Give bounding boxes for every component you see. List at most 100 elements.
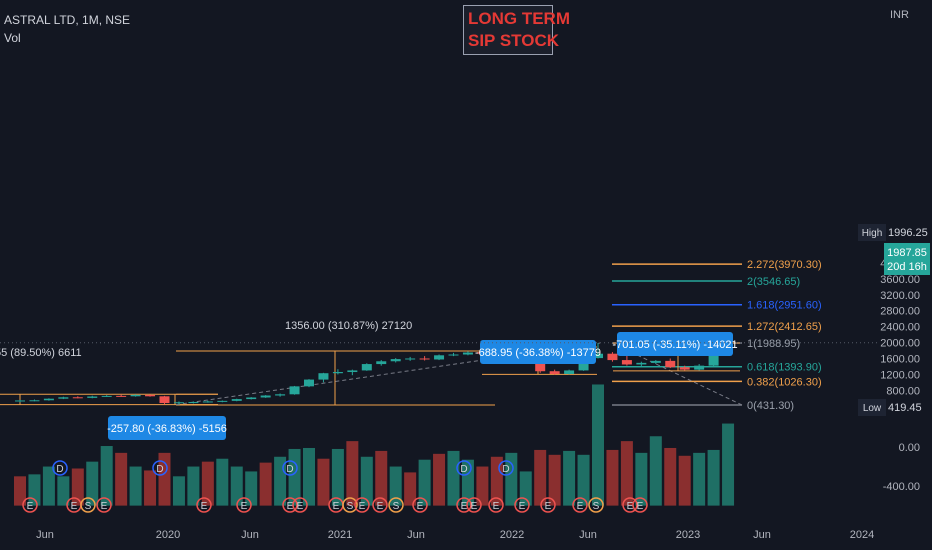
volume-bar	[259, 462, 272, 506]
volume-bar	[86, 461, 99, 506]
event-marker	[372, 497, 388, 513]
fib-level-label: 2(3546.65)	[747, 276, 800, 288]
event-marker-label: E	[201, 501, 208, 512]
fib-level-label: 2.272(3970.30)	[747, 259, 822, 271]
event-marker	[498, 460, 514, 476]
price-tick-label: 2000.00	[880, 338, 920, 350]
candle-body	[202, 401, 213, 403]
candle-body	[419, 358, 430, 360]
event-marker-label: E	[359, 501, 366, 512]
candle-body	[43, 398, 54, 401]
event-marker	[456, 460, 472, 476]
event-marker-label: S	[593, 501, 600, 512]
volume-bar	[635, 452, 648, 506]
time-tick-label: Jun	[407, 529, 425, 541]
volume-bar	[389, 466, 402, 506]
event-marker-label: D	[502, 464, 509, 475]
event-marker	[196, 497, 212, 513]
volume-bar	[71, 468, 84, 506]
event-marker	[342, 497, 358, 513]
volume-bar	[563, 450, 576, 506]
candle-body	[58, 397, 69, 399]
volume-bar	[722, 423, 735, 506]
volume-bar	[245, 471, 258, 506]
candle-body	[434, 355, 445, 360]
event-marker	[632, 497, 648, 513]
candle-body	[376, 361, 387, 365]
volume-bar	[303, 447, 315, 506]
candle-body	[318, 373, 329, 380]
time-tick-label: 2022	[500, 529, 524, 541]
measure-box	[108, 416, 226, 440]
event-marker	[388, 497, 404, 513]
measure-box-label: -688.95 (-36.38%) -13779	[475, 347, 601, 359]
event-marker-label: D	[156, 464, 163, 475]
event-marker-label: E	[333, 501, 340, 512]
candle-body	[217, 400, 228, 402]
volume-bar	[577, 454, 590, 506]
high-badge	[858, 224, 886, 241]
event-marker-label: E	[577, 501, 584, 512]
volume-bar	[129, 466, 142, 506]
event-marker	[354, 497, 370, 513]
fib-level-label: 1(1988.95)	[747, 338, 800, 350]
fib-level-label: 0.382(1026.30)	[747, 376, 822, 388]
event-marker-label: E	[471, 501, 478, 512]
event-marker	[488, 497, 504, 513]
candle-body	[578, 358, 589, 371]
candle-body	[332, 372, 343, 374]
candle-body	[650, 360, 661, 363]
volume-bar	[447, 450, 460, 506]
high-label: High	[862, 228, 883, 239]
volume-bar	[375, 450, 388, 506]
time-tick-label: Jun	[753, 529, 771, 541]
event-marker	[588, 497, 604, 513]
volume-bar	[606, 449, 619, 506]
volume-bar	[476, 466, 489, 506]
event-marker-label: E	[27, 501, 34, 512]
candle-body	[564, 370, 575, 375]
candle-body	[130, 394, 141, 397]
candle-body	[246, 397, 257, 400]
volume-bar	[346, 441, 359, 506]
volume-bar	[620, 441, 633, 506]
candle-body	[116, 395, 127, 397]
measure-label: 55 (89.50%) 6611	[0, 347, 82, 359]
candle-body	[29, 400, 40, 402]
countdown: 20d 16h	[887, 261, 927, 273]
candle-body	[275, 394, 286, 396]
candle-body	[694, 365, 705, 370]
candle-body	[708, 347, 719, 366]
volume-bar	[216, 458, 229, 506]
volume-bar	[404, 472, 417, 506]
time-tick-label: Jun	[579, 529, 597, 541]
event-marker-label: E	[627, 501, 634, 512]
event-marker-label: E	[493, 501, 500, 512]
time-tick-label: 2024	[850, 529, 874, 541]
volume-bar	[115, 452, 128, 506]
volume-bar	[144, 470, 157, 506]
volume-bar	[187, 466, 200, 506]
low-badge	[858, 399, 886, 416]
event-marker	[236, 497, 252, 513]
volume-bar	[100, 446, 113, 506]
event-marker	[466, 497, 482, 513]
title-annotation[interactable]: LONG TERM SIP STOCK	[463, 5, 570, 55]
price-tick-label: 800.00	[886, 385, 920, 397]
candle-body	[15, 400, 25, 402]
measure-box	[617, 332, 733, 356]
last-price: 1987.85	[887, 247, 927, 259]
volume-tick-label: -400.00	[883, 481, 920, 493]
event-marker-label: E	[71, 501, 78, 512]
time-tick-label: 2021	[328, 529, 352, 541]
event-marker	[572, 497, 588, 513]
candle-body	[304, 379, 314, 387]
candle-body	[405, 358, 416, 360]
candle-body	[231, 399, 242, 401]
low-label: Low	[863, 403, 882, 414]
event-marker-label: E	[101, 501, 108, 512]
event-marker	[22, 497, 38, 513]
candle-body	[679, 367, 690, 370]
candle-body	[188, 402, 199, 404]
